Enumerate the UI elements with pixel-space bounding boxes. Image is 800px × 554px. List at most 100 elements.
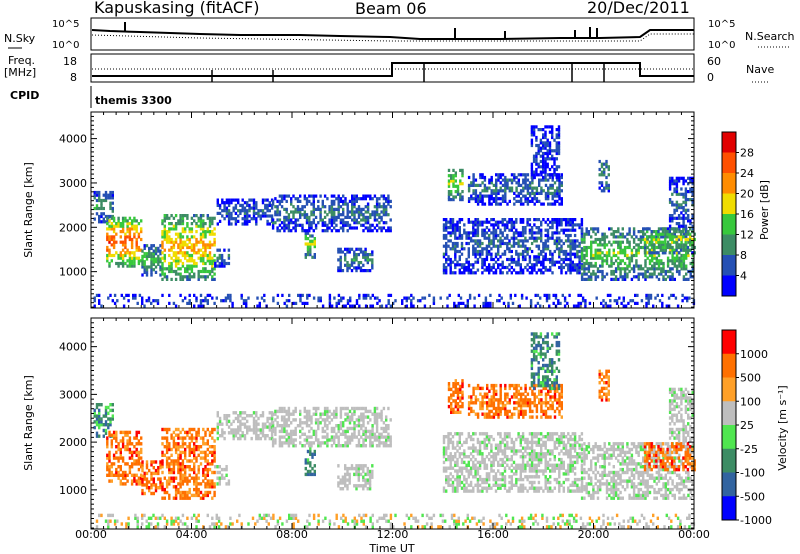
power-cell-914 [303,205,306,209]
power-cell-515 [199,275,203,279]
power-cell-196 [135,248,138,252]
power-cell-558 [204,245,207,250]
power-cell-1938 [567,218,570,222]
vel-cell-514 [199,482,203,486]
power-cell-994 [330,218,334,222]
power-cell-2340 [560,199,563,203]
vel-cell-769 [311,472,314,477]
power-cell-151 [126,235,129,239]
power-cell-560 [204,235,207,239]
vel-cell-537 [204,473,207,477]
power-cell-2769 [630,248,634,252]
vel-cell-757 [306,472,310,477]
power-cell-2288 [544,194,548,198]
power-cell-841 [280,197,284,201]
power-cell-3273 [684,203,688,207]
power-cell-611 [213,243,216,247]
power-cell-342 [168,216,171,220]
power-cell-385 [177,259,180,263]
power-cell-1475 [476,233,480,238]
power-cell-3114 [657,232,660,236]
power-cell-3101 [652,243,656,247]
vel-cell-1108 [369,444,372,448]
vel-cell-128 [121,442,125,446]
power-cell-726 [248,203,251,207]
power-cell-441 [186,267,189,271]
power-cell-882 [294,229,297,233]
vel-cell-273 [161,487,164,492]
power-cell-3339 [147,299,151,303]
power-cell-1308 [445,249,448,254]
vel-cell-1052 [353,432,356,436]
power-cell-473 [190,253,194,258]
vel-cell-727 [261,414,265,418]
power-cell-1795 [540,249,543,254]
power-cell-1642 [510,271,513,275]
power-cell-3075 [643,245,647,250]
power-cell-1816 [544,257,547,262]
power-cell-3007 [680,261,683,266]
power-cell-751 [259,209,262,213]
power-cell-1395 [460,247,464,251]
power-cell-1190 [385,210,388,214]
power-cell-3350 [174,304,178,308]
vel-cell-1007 [339,415,343,419]
power-cell-530 [199,214,203,218]
vel-cell-339 [172,465,176,469]
vel-cell-382 [179,479,182,483]
power-cell-2833 [646,269,649,274]
power-cell-1676 [515,220,518,224]
power-cell-88 [112,253,116,258]
vel-cell-1131 [373,409,377,414]
power-cell-1062 [348,226,352,230]
power-cell-3183 [686,230,690,234]
power-cell-2709 [619,272,622,276]
power-cell-2367 [532,130,536,134]
vel-cell-125 [121,459,125,463]
power-cell-22 [100,206,103,211]
power-cell-1420 [467,263,470,267]
power-cell-420 [181,235,185,239]
power-cell-2715 [619,248,622,252]
power-cell-1472 [476,244,480,248]
vel-cell-265 [159,486,162,490]
power-cell-1353 [454,265,457,270]
power-cell-2759 [628,240,631,244]
power-cell-34 [104,198,108,203]
power-cell-1749 [530,263,534,267]
power-cell-3209 [671,219,674,223]
power-cell-981 [326,226,329,230]
power-cell-3444 [337,299,341,303]
power-cell-3589 [577,301,580,305]
vel-cell-642 [227,431,231,435]
power-cell-2138 [492,189,496,193]
power-cell-2944 [669,275,672,279]
power-cell-2209 [517,194,520,198]
power-cell-1198 [387,202,390,206]
vel-cell-775 [313,464,316,468]
vel-cell-280 [161,453,164,457]
power-cell-842 [280,194,284,198]
vel-cell-617 [227,482,231,486]
vel-cell-623 [216,422,219,426]
power-cell-212 [137,222,141,226]
power-cell-2440 [548,175,552,180]
power-cell-3481 [387,293,390,297]
vel-cell-641 [225,414,229,418]
power-cell-2521 [607,186,610,190]
vel-cell-588 [213,482,216,486]
power-cell-2108 [481,175,484,180]
power-cell-540 [202,243,205,247]
power-cell-3268 [682,176,685,180]
power-cell-3569 [548,304,551,308]
vel-cell-24 [100,417,103,421]
power-cell-343 [170,277,173,281]
vel-cell-338 [172,467,176,472]
power-cell-1710 [521,231,525,235]
power-cell-3638 [656,293,659,297]
power-cell-310 [163,248,166,252]
power-cell-11 [98,220,101,224]
power-cell-2375 [535,157,538,161]
power-cell-61 [106,245,109,250]
power-cell-165 [128,232,132,236]
